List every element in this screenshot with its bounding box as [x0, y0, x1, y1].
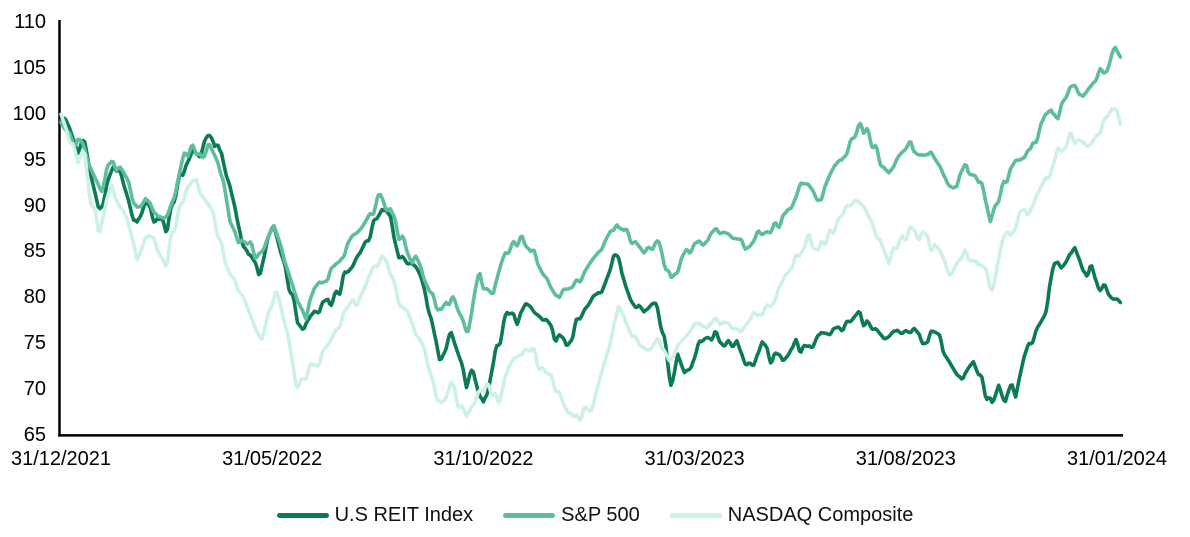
legend-label: NASDAQ Composite [727, 504, 914, 526]
nasdaq-line-swatch-icon [669, 512, 722, 518]
us-reit-line-swatch-icon [276, 512, 329, 518]
chart-legend: U.S REIT Index S&P 500 NASDAQ Composite [0, 499, 1190, 531]
legend-label: U.S REIT Index [334, 504, 474, 526]
legend-label: S&P 500 [561, 504, 640, 526]
legend-item-sp-500: S&P 500 [503, 503, 640, 527]
series-line-nasdaq-composite [59, 107, 1123, 423]
series-line-s-p-500 [59, 45, 1123, 334]
legend-item-nasdaq-composite: NASDAQ Composite [669, 503, 914, 527]
series-line-u-s-reit-index [59, 116, 1123, 405]
sp500-line-swatch-icon [503, 512, 556, 518]
legend-item-us-reit-index: U.S REIT Index [276, 503, 474, 527]
